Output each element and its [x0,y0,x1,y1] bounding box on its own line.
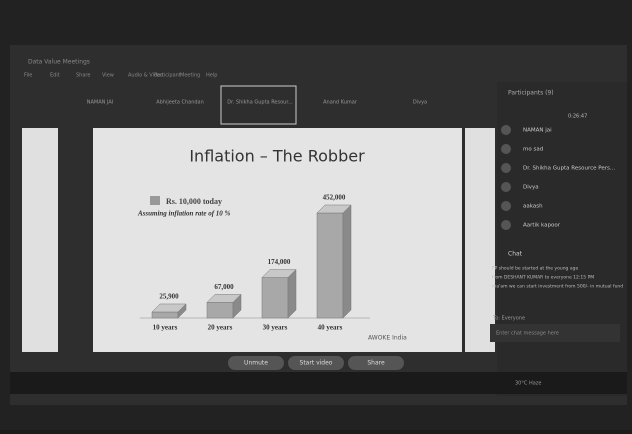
value-label: 25,900 [159,293,179,301]
legend-swatch [150,196,160,205]
chat-placeholder: Enter chat message here [496,331,559,337]
screen-photo: Data Value Meetings FileEditShareViewAud… [0,0,632,430]
bar [152,312,178,318]
menu-item[interactable]: Meeting [180,73,200,79]
legend-label: Rs. 10,000 today [166,197,222,206]
value-label: 452,000 [323,194,346,202]
chart-subtitle: Assuming inflation rate of 10 % [137,210,231,218]
toolbar-label: Share [367,360,385,367]
participant-name: Divya [523,185,539,191]
bar-side [288,270,296,318]
avatar [501,201,511,211]
chat-to: To: Everyone [492,316,525,322]
category-label: 30 years [263,324,288,332]
slide-title: Inflation – The Robber [189,147,365,166]
chat-message: from DESHANT KUMAR to everyone 12:15 PM [492,275,594,281]
chat-message: FP should be started at the young age [492,266,578,272]
chat-message: ma'am we can start investment from 500/-… [492,284,623,290]
toolbar: Unmute Start video Share [228,356,404,370]
video-name: NAMAN JAI [87,100,114,106]
weather: 30°C Haze [515,381,541,387]
value-label: 67,000 [214,283,234,291]
menu-item[interactable]: File [24,73,32,79]
avatar [501,163,511,173]
toolbar-label: Start video [300,360,333,367]
avatar [501,220,511,230]
side-panel [497,82,627,396]
participant-name: NAMAN jai [523,128,552,134]
bar [207,302,233,318]
toolbar-label: Unmute [244,360,268,367]
video-name: Anand Kumar [323,100,358,106]
avatar [501,182,511,192]
category-label: 10 years [153,324,178,332]
bar [262,278,288,318]
avatar [501,125,511,135]
menu-item[interactable]: Help [206,73,217,79]
page: Data Value Meetings FileEditShareViewAud… [0,0,632,430]
participant-name: Dr. Shikha Gupta Resource Pers... [523,166,615,172]
menu-item[interactable]: View [102,73,114,79]
bar [317,213,343,318]
video-name: Dr. Shikha Gupta Resour... [227,100,293,106]
side-video [465,128,495,352]
menu-item[interactable]: Edit [50,73,60,79]
menu-item[interactable]: Share [76,73,90,79]
avatar [501,144,511,154]
participant-name: Aartik kapoor [523,223,561,229]
category-label: 40 years [318,324,343,332]
bar-side [343,205,351,318]
category-label: 20 years [208,324,233,332]
value-label: 174,000 [268,258,291,266]
participants-title: Participants (9) [508,90,554,97]
video-name: Abhijeeta Chandan [156,100,204,106]
meeting-time: 0:26:47 [568,114,587,120]
video-name: Divya [413,100,427,106]
side-video [22,128,58,352]
participant-name: aakash [523,204,543,210]
menu-item[interactable]: Participant [154,73,181,79]
chat-title: Chat [508,251,523,258]
watermark: AWOKE India [368,335,407,342]
participant-name: mo sad [523,147,543,153]
window-title: Data Value Meetings [28,59,90,66]
